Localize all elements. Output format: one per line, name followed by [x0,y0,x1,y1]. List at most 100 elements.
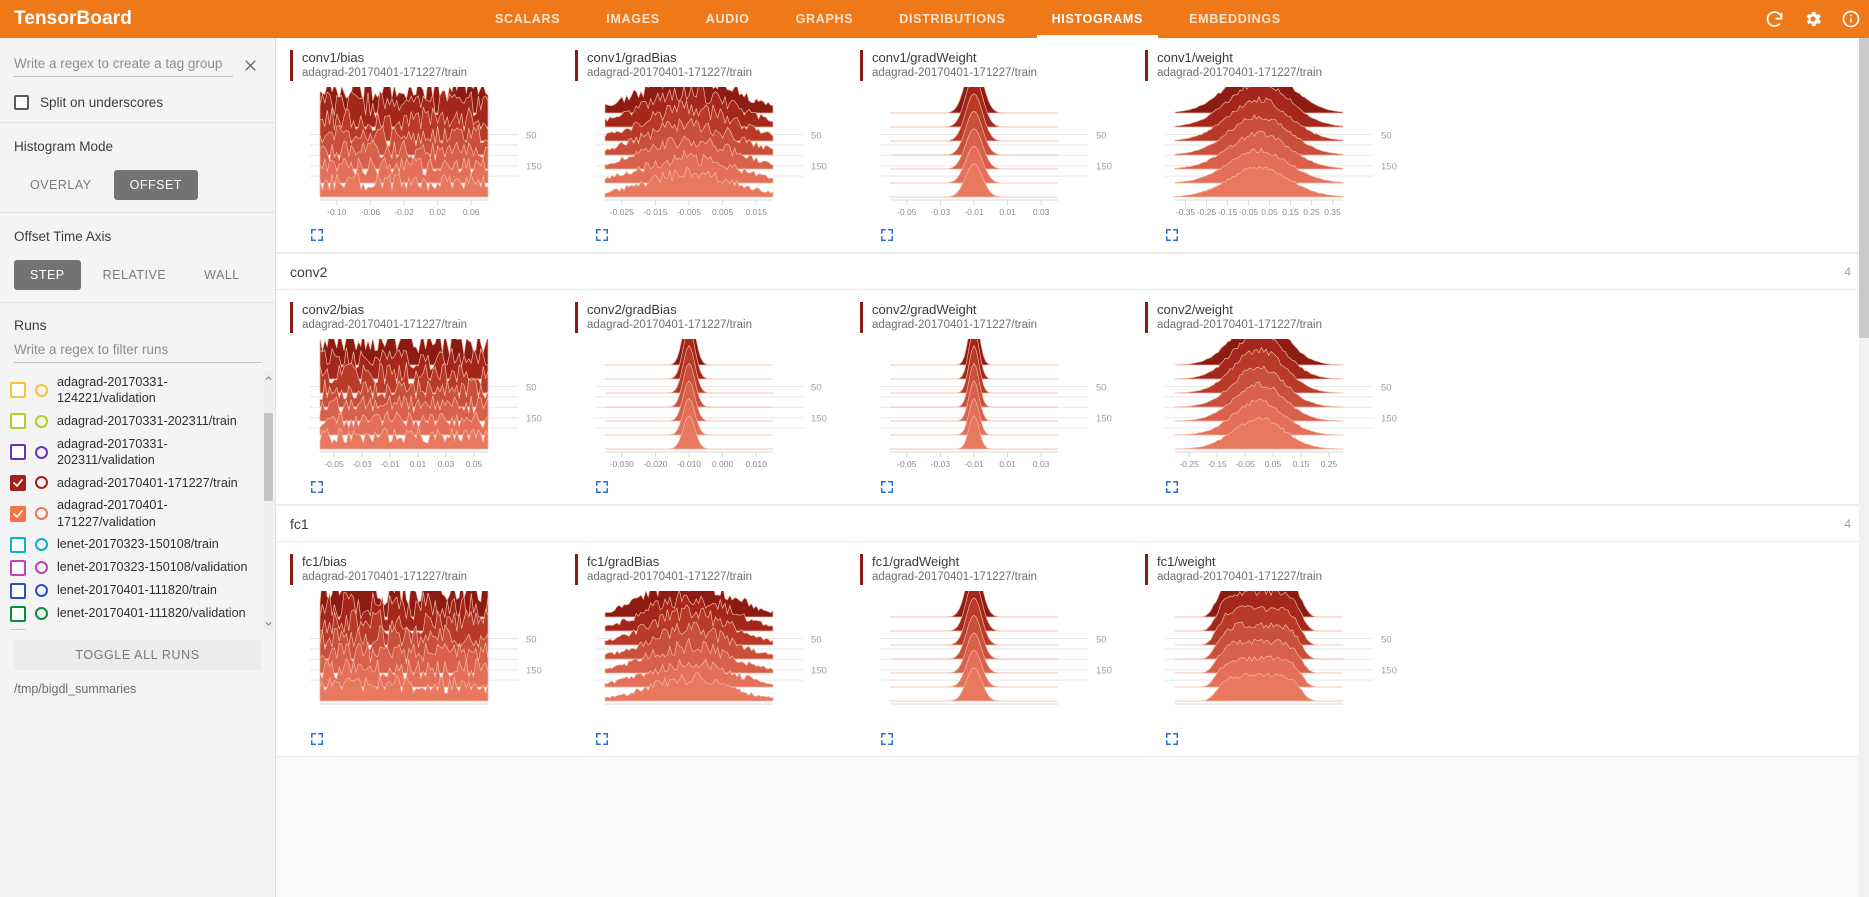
gear-icon[interactable] [1803,9,1823,29]
run-item[interactable]: lenet-20170323-150108/train [0,533,275,556]
run-checkbox[interactable] [10,559,26,576]
run-item[interactable]: lenet-20170323-150108/validation [0,556,275,579]
plot-area[interactable]: 50 150 [860,590,1142,726]
plot-area[interactable]: 50 150 -0.25 -0.15 -0.05 0.05 0.15 0.25 [1145,338,1427,474]
histogram-card[interactable]: conv1/weight adagrad-20170401-171227/trai… [1145,50,1427,246]
expand-icon[interactable] [880,480,896,496]
tab-audio[interactable]: AUDIO [705,12,750,26]
tab-histograms[interactable]: HISTOGRAMS [1029,0,1167,38]
plot-area[interactable]: 50 150 -0.030 -0.020 -0.010 0.000 0.010 [575,338,857,474]
run-item[interactable]: adagrad-20170331-202311/validation [0,433,275,472]
histogram-mode-overlay[interactable]: OVERLAY [30,178,92,192]
plot-area[interactable]: 50 150 -0.025 -0.015 -0.005 0.005 0.015 [575,86,857,222]
histogram-ridgeline-plot[interactable]: 50 150 [860,590,1142,726]
histograms-dashboard[interactable]: conv1/bias adagrad-20170401-171227/train 5… [276,38,1869,897]
expand-icon[interactable] [1165,480,1181,496]
run-checkbox[interactable] [10,474,26,491]
histogram-card[interactable]: conv1/bias adagrad-20170401-171227/train 5… [290,50,572,246]
plot-area[interactable]: 50 150 [575,590,857,726]
run-checkbox[interactable] [10,444,26,461]
histogram-ridgeline-plot[interactable]: 50 150 -0.10 -0.06 -0.02 0.02 0.06 [290,86,572,222]
group-header[interactable]: fc1 4 [276,505,1869,542]
histogram-card[interactable]: conv2/gradWeight adagrad-20170401-171227/… [860,302,1142,498]
histogram-card[interactable]: fc1/bias adagrad-20170401-171227/train 50 1… [290,554,572,750]
tab-embeddings[interactable]: EMBEDDINGS [1189,12,1281,26]
tab-scalars[interactable]: SCALARS [494,12,561,26]
histogram-mode-offset[interactable]: OFFSET [113,170,198,200]
plot-area[interactable]: 50 150 -0.10 -0.06 -0.02 0.02 0.06 [290,86,572,222]
expand-icon[interactable] [310,732,326,748]
expand-icon[interactable] [1165,228,1181,244]
run-item[interactable]: lenet-20170401-111820/validation [0,602,275,625]
run-item[interactable]: adagrad-20170331-202311/train [0,410,275,433]
histogram-ridgeline-plot[interactable]: 50 150 [575,590,857,726]
histogram-ridgeline-plot[interactable]: 50 150 -0.35 -0.25 -0.15 -0.05 0.05 0.15 0.25 0.3… [1145,86,1427,222]
histogram-card[interactable]: fc1/gradBias adagrad-20170401-171227/trai… [575,554,857,750]
histogram-ridgeline-plot[interactable]: 50 150 [290,590,572,726]
expand-icon[interactable] [880,228,896,244]
plot-area[interactable]: 50 150 [1145,590,1427,726]
run-checkbox[interactable] [10,628,26,630]
run-item[interactable]: adagrad-20170401-171227/train [0,471,275,494]
expand-icon[interactable] [595,228,611,244]
offset-time-axis-wall[interactable]: WALL [204,268,240,282]
run-checkbox[interactable] [10,605,26,622]
histogram-ridgeline-plot[interactable]: 50 150 -0.05 -0.03 -0.01 0.01 0.03 0.05 [290,338,572,474]
ridge-area [319,657,489,688]
run-checkbox[interactable] [10,413,26,430]
expand-icon[interactable] [310,228,326,244]
run-item[interactable]: adagrad-20170401-171227/validation [0,494,275,533]
main-scrollbar-track[interactable] [1859,38,1869,897]
refresh-icon[interactable] [1764,9,1785,30]
tab-images[interactable]: IMAGES [606,12,660,26]
runs-list[interactable]: adagrad-20170331-124221/validation adagra… [0,371,275,630]
plot-area[interactable]: 50 150 [290,590,572,726]
histogram-card[interactable]: fc1/gradWeight adagrad-20170401-171227/tr… [860,554,1142,750]
expand-icon[interactable] [595,732,611,748]
histogram-card[interactable]: fc1/weight adagrad-20170401-171227/train 5… [1145,554,1427,750]
histogram-ridgeline-plot[interactable]: 50 150 -0.25 -0.15 -0.05 0.05 0.15 0.25 [1145,338,1427,474]
expand-icon[interactable] [595,480,611,496]
ridge-area [604,117,774,156]
tab-distributions[interactable]: DISTRIBUTIONS [899,12,1006,26]
histogram-ridgeline-plot[interactable]: 50 150 -0.030 -0.020 -0.010 0.000 0.010 [575,338,857,474]
run-checkbox[interactable] [10,582,26,599]
main-scrollbar-thumb[interactable] [1859,38,1869,338]
offset-time-axis-relative[interactable]: RELATIVE [102,268,167,282]
histogram-card[interactable]: conv1/gradBias adagrad-20170401-171227/tr… [575,50,857,246]
run-item[interactable]: lenet-20170401-112317/train [0,625,275,630]
histogram-ridgeline-plot[interactable]: 50 150 -0.025 -0.015 -0.005 0.005 0.015 [575,86,857,222]
toggle-all-runs-button[interactable]: TOGGLE ALL RUNS [14,640,261,670]
histogram-card[interactable]: conv2/weight adagrad-20170401-171227/trai… [1145,302,1427,498]
expand-icon[interactable] [880,732,896,748]
clear-icon[interactable] [239,54,261,76]
run-checkbox[interactable] [10,382,26,399]
plot-area[interactable]: 50 150 -0.05 -0.03 -0.01 0.01 0.03 0.05 [290,338,572,474]
plot-area[interactable]: 50 150 -0.05 -0.03 -0.01 0.01 0.03 [860,338,1142,474]
histogram-ridgeline-plot[interactable]: 50 150 [1145,590,1427,726]
run-checkbox[interactable] [10,536,26,553]
histogram-card[interactable]: conv2/gradBias adagrad-20170401-171227/tr… [575,302,857,498]
offset-time-axis-step[interactable]: STEP [14,260,81,290]
plot-area[interactable]: 50 150 -0.05 -0.03 -0.01 0.01 0.03 [860,86,1142,222]
expand-icon[interactable] [310,480,326,496]
runs-scrollbar-thumb[interactable] [264,413,273,501]
split-on-underscores-row[interactable]: Split on underscores [14,95,261,110]
split-on-underscores-checkbox[interactable] [14,95,29,110]
tab-graphs[interactable]: GRAPHS [795,12,854,26]
scroll-up-icon[interactable] [262,371,274,385]
run-item[interactable]: lenet-20170401-111820/train [0,579,275,602]
histogram-ridgeline-plot[interactable]: 50 150 -0.05 -0.03 -0.01 0.01 0.03 [860,338,1142,474]
plot-area[interactable]: 50 150 -0.35 -0.25 -0.15 -0.05 0.05 0.15 0.25 0.3… [1145,86,1427,222]
run-checkbox[interactable] [10,505,26,522]
histogram-ridgeline-plot[interactable]: 50 150 -0.05 -0.03 -0.01 0.01 0.03 [860,86,1142,222]
scroll-down-icon[interactable] [262,616,274,630]
run-item[interactable]: adagrad-20170331-124221/validation [0,371,275,410]
info-icon[interactable] [1841,9,1861,29]
histogram-card[interactable]: conv2/bias adagrad-20170401-171227/train 5… [290,302,572,498]
histogram-card[interactable]: conv1/gradWeight adagrad-20170401-171227/… [860,50,1142,246]
group-header[interactable]: conv2 4 [276,253,1869,290]
expand-icon[interactable] [1165,732,1181,748]
tag-group-regex-input[interactable] [14,52,233,77]
runs-filter-input[interactable] [14,339,261,363]
